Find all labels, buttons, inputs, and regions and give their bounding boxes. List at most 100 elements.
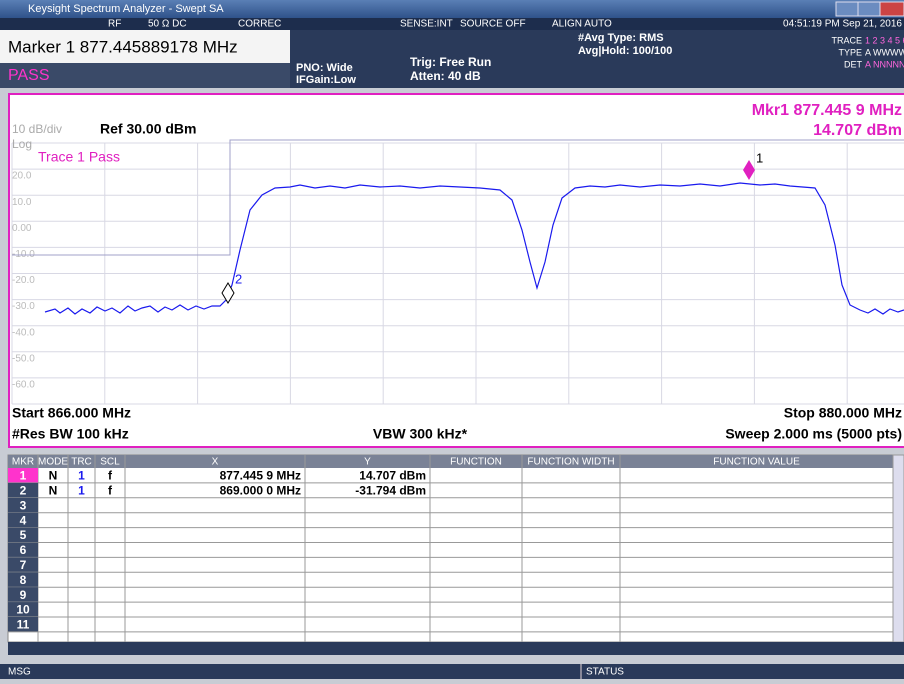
row-label-cell bbox=[8, 572, 38, 588]
row-label-cell bbox=[8, 587, 38, 603]
avg-hold: Avg|Hold: 100/100 bbox=[578, 45, 672, 57]
trace-pass: Trace 1 Pass bbox=[38, 149, 120, 165]
y-label: 0.00 bbox=[12, 223, 32, 234]
row-number: 11 bbox=[17, 618, 30, 632]
log: Log bbox=[12, 137, 32, 151]
status: STATUS bbox=[586, 667, 624, 678]
column-header: TRC bbox=[71, 457, 92, 468]
correc: CORREC bbox=[238, 19, 281, 30]
cell: -31.794 dBm bbox=[355, 484, 426, 498]
grid: 20.010.00.00-10.0-20.0-30.0-40.0-50.0-60… bbox=[11, 142, 904, 405]
maximize-button[interactable] bbox=[857, 1, 881, 17]
row-label-cell bbox=[8, 497, 38, 513]
limit-line bbox=[12, 139, 904, 256]
row-number: 8 bbox=[20, 573, 27, 587]
source: SOURCE OFF bbox=[460, 19, 526, 30]
trace-label: TRACE bbox=[831, 35, 862, 45]
y-label: -20.0 bbox=[12, 275, 35, 286]
cell: f bbox=[108, 469, 113, 483]
vbw: VBW 300 kHz* bbox=[373, 426, 468, 442]
rbw: #Res BW 100 kHz bbox=[12, 426, 129, 442]
cell: N bbox=[49, 484, 58, 498]
bottom-bar bbox=[0, 664, 904, 679]
row-number: 3 bbox=[20, 498, 27, 512]
rf: RF bbox=[108, 19, 121, 30]
row-label-cell bbox=[8, 617, 38, 632]
avg-type: #Avg Type: RMS bbox=[578, 32, 664, 44]
pass-box bbox=[0, 63, 290, 88]
horizontal-scrollbar[interactable] bbox=[8, 642, 904, 655]
cell: 1 bbox=[78, 469, 85, 483]
cell: 1 bbox=[78, 484, 85, 498]
column-header: MKR bbox=[12, 457, 34, 468]
type-values: A WWWWW bbox=[865, 47, 904, 57]
marker-frequency: Mkr1 877.445 9 MHz bbox=[752, 102, 902, 119]
separator bbox=[580, 664, 582, 679]
marker-1-label: 1 bbox=[756, 150, 763, 165]
status-items: RF 50 Ω DC CORREC SENSE:INT SOURCE OFF A… bbox=[108, 19, 902, 30]
marker-level: 14.707 dBm bbox=[813, 122, 902, 139]
msg: MSG bbox=[8, 667, 31, 678]
column-header: SCL bbox=[100, 457, 120, 468]
det-values: A NNNNN bbox=[865, 59, 904, 69]
window-title: Keysight Spectrum Analyzer - Swept SA bbox=[28, 3, 224, 15]
datetime: 04:51:19 PM Sep 21, 2016 bbox=[783, 19, 902, 30]
trig: Trig: Free Run bbox=[410, 55, 491, 69]
y-label: -60.0 bbox=[12, 380, 35, 391]
row-number: 1 bbox=[20, 469, 27, 483]
marker-box bbox=[0, 30, 290, 63]
column-header: MODE bbox=[38, 457, 68, 468]
column-header: FUNCTION VALUE bbox=[713, 457, 800, 468]
row-label-cell bbox=[8, 557, 38, 573]
align: ALIGN AUTO bbox=[552, 19, 612, 30]
minimize-button[interactable] bbox=[835, 1, 859, 17]
y-label: 20.0 bbox=[12, 171, 32, 182]
row-label-cell bbox=[8, 482, 38, 498]
close-button[interactable] bbox=[879, 1, 904, 17]
trace-numbers: 1 2 3 4 5 6 bbox=[865, 35, 904, 45]
row-number: 9 bbox=[20, 588, 27, 602]
sense: SENSE:INT bbox=[400, 19, 453, 30]
row-number: 4 bbox=[20, 513, 27, 527]
cell: 14.707 dBm bbox=[359, 469, 426, 483]
marker-2 bbox=[221, 282, 235, 304]
row-number: 5 bbox=[20, 528, 27, 542]
det-label: DET bbox=[844, 59, 863, 69]
vertical-scrollbar[interactable] bbox=[892, 454, 904, 643]
y-label: -40.0 bbox=[12, 327, 35, 338]
cell: N bbox=[49, 469, 58, 483]
impedance: 50 Ω DC bbox=[148, 19, 187, 30]
ifgain: IFGain:Low bbox=[296, 74, 356, 86]
cell: f bbox=[108, 484, 113, 498]
marker-readout: Marker 1 877.445889178 MHz bbox=[8, 37, 238, 56]
row-number: 2 bbox=[20, 484, 27, 498]
trace-panel: TRACE 1 2 3 4 5 6 TYPE A WWWWW DET A NNN… bbox=[831, 35, 904, 69]
ref-level: Ref 30.00 dBm bbox=[100, 121, 196, 137]
cell: 877.445 9 MHz bbox=[220, 469, 301, 483]
pno: PNO: Wide bbox=[296, 62, 353, 74]
table-header bbox=[8, 455, 893, 468]
marker-1 bbox=[743, 160, 755, 180]
y-label: -30.0 bbox=[12, 301, 35, 312]
marker-2-label: 2 bbox=[235, 271, 242, 286]
start-frequency: Start 866.000 MHz bbox=[12, 405, 131, 421]
sweep: Sweep 2.000 ms (5000 pts) bbox=[725, 426, 902, 442]
row-label-cell bbox=[8, 602, 38, 617]
cell: 869.000 0 MHz bbox=[220, 484, 301, 498]
pass-status: PASS bbox=[8, 67, 50, 84]
graph-panel bbox=[8, 93, 904, 448]
stop-frequency: Stop 880.000 MHz bbox=[784, 405, 902, 421]
column-header: FUNCTION bbox=[450, 457, 502, 468]
settings: PNO: Wide IFGain:Low Trig: Free Run Atte… bbox=[296, 32, 672, 86]
column-header: X bbox=[212, 457, 219, 468]
scale: 10 dB/div bbox=[12, 122, 62, 136]
row-label-cell bbox=[8, 468, 38, 483]
row-label-cell bbox=[8, 542, 38, 558]
column-header: FUNCTION WIDTH bbox=[527, 457, 614, 468]
status-strip bbox=[0, 18, 904, 30]
row-label-cell bbox=[8, 512, 38, 528]
row-label-cell bbox=[8, 527, 38, 543]
column-header: Y bbox=[364, 457, 371, 468]
trace-1 bbox=[44, 182, 904, 315]
